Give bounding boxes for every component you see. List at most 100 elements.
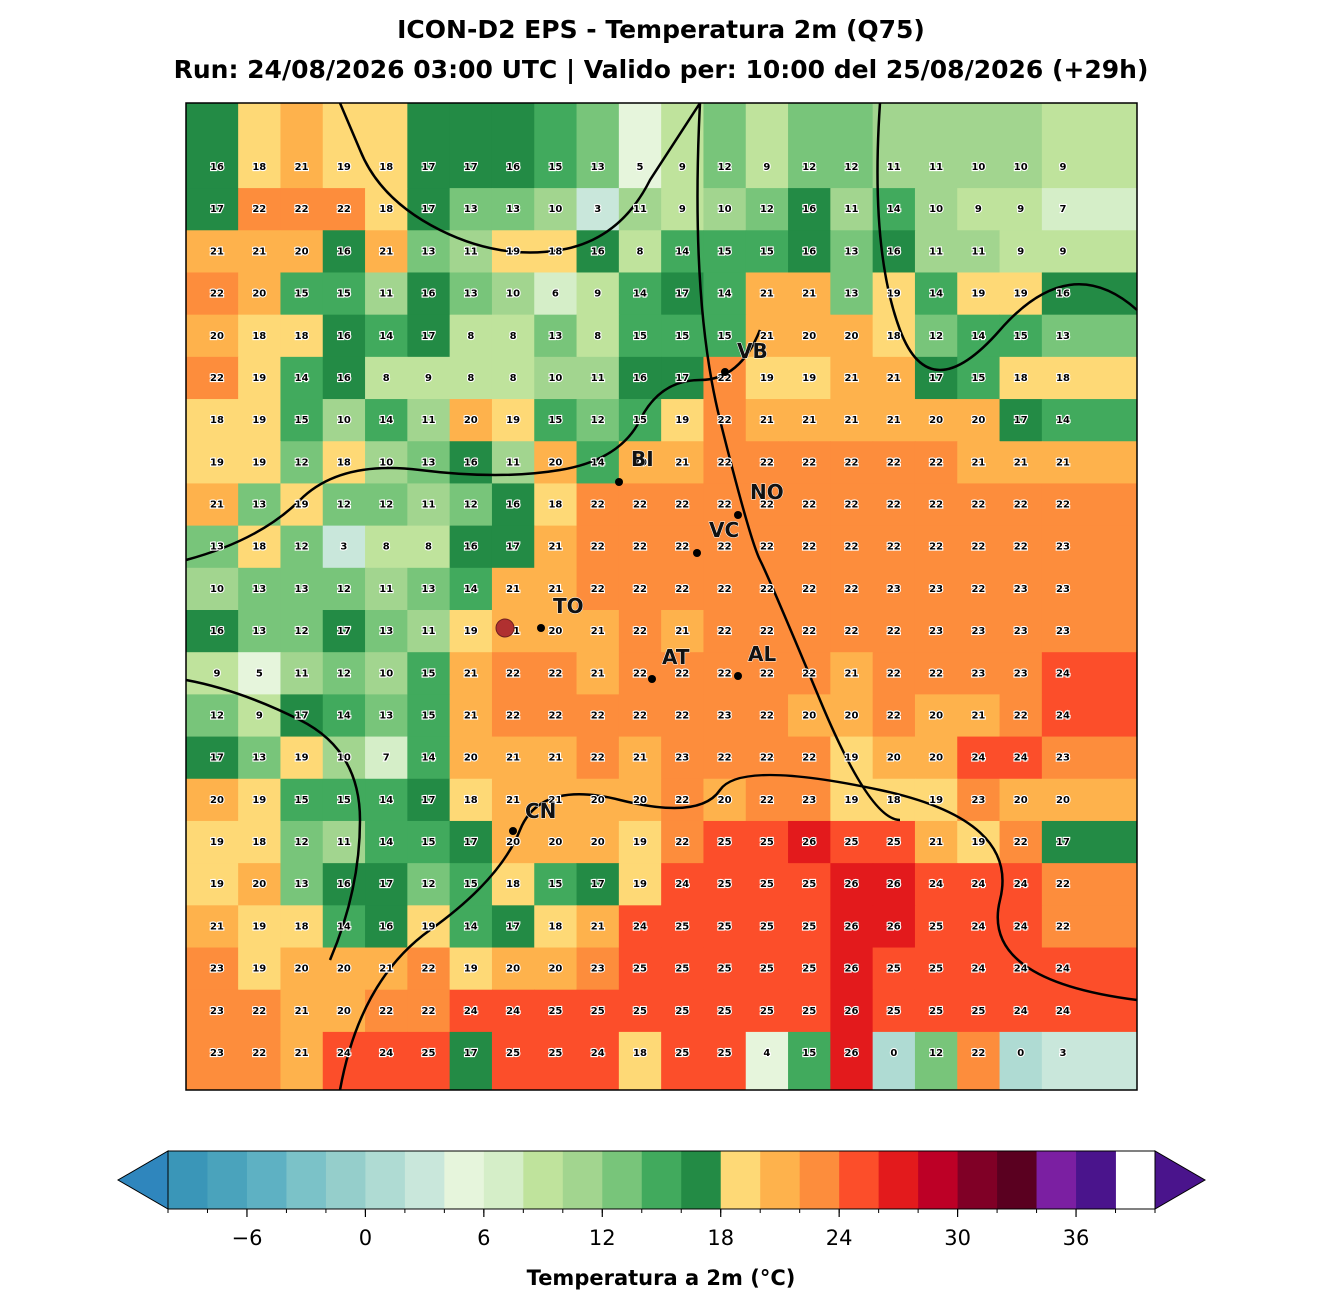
- colorbar-segment: [681, 1151, 722, 1209]
- temperature-cell: [365, 441, 408, 484]
- temperature-cell: [576, 399, 620, 442]
- temperature-cell: [999, 1031, 1043, 1091]
- temperature-cell: [703, 947, 747, 991]
- border-line: [696, 102, 901, 822]
- temperature-label: 12: [591, 415, 605, 426]
- temperature-label: 25: [548, 1006, 562, 1017]
- temperature-cell: [661, 567, 704, 611]
- temperature-cell: [745, 736, 789, 780]
- temperature-cell: [365, 525, 408, 569]
- temperature-label: 9: [214, 668, 221, 679]
- temperature-cell: [788, 778, 831, 822]
- temperature-cell: [872, 483, 916, 527]
- temperature-label: 19: [295, 753, 309, 764]
- temperature-label: 21: [379, 964, 393, 975]
- temperature-label: 17: [337, 626, 351, 637]
- temperature-label: 4: [763, 1048, 770, 1059]
- temperature-label: 18: [252, 837, 266, 848]
- temperature-cell: [788, 314, 831, 358]
- temperature-cell: [186, 230, 239, 273]
- temperature-label: 21: [591, 626, 605, 637]
- temperature-label: 15: [802, 1048, 816, 1059]
- temperature-label: 23: [1014, 668, 1028, 679]
- temperature-cell: [534, 272, 578, 316]
- temperature-label: 22: [591, 753, 605, 764]
- temperature-cell: [365, 820, 408, 864]
- temperature-label: 17: [379, 879, 393, 890]
- temperature-label: 22: [845, 457, 859, 468]
- temperature-cell: [322, 610, 366, 653]
- temperature-label: 15: [295, 415, 309, 426]
- temperature-label: 19: [675, 415, 689, 426]
- temperature-cell: [957, 820, 1001, 864]
- temperature-cell: [186, 441, 239, 484]
- temperature-label: 11: [379, 584, 393, 595]
- temperature-label: 22: [252, 1048, 266, 1059]
- temperature-cell: [661, 778, 704, 822]
- temperature-cell: [745, 989, 789, 1033]
- colorbar-under: [117, 1150, 169, 1210]
- temperature-cell: [576, 736, 620, 780]
- temperature-label: 17: [422, 162, 436, 173]
- temperature-label: 21: [548, 795, 562, 806]
- temperature-label: 3: [1060, 1048, 1067, 1059]
- temperature-label: 12: [379, 500, 393, 511]
- temperature-label: 7: [1060, 204, 1067, 215]
- temperature-label: 8: [383, 542, 390, 553]
- temperature-cell: [449, 272, 493, 316]
- temperature-cell: [661, 525, 704, 569]
- temperature-label: 18: [506, 879, 520, 890]
- temperature-cell: [1041, 356, 1138, 400]
- temperature-label: 15: [337, 795, 351, 806]
- temperature-cell: [491, 399, 535, 442]
- temperature-cell: [449, 188, 493, 231]
- temperature-label: 22: [548, 710, 562, 721]
- temperature-cell: [365, 736, 408, 780]
- temperature-cell: [999, 652, 1043, 695]
- temperature-label: 19: [422, 921, 436, 932]
- temperature-label: 20: [1056, 795, 1070, 806]
- temperature-cell: [449, 652, 493, 695]
- temperature-cell: [745, 652, 789, 695]
- temperature-label: 15: [422, 668, 436, 679]
- temperature-cell: [914, 905, 958, 949]
- temperature-label: 25: [929, 964, 943, 975]
- temperature-label: 21: [675, 626, 689, 637]
- temperature-label: 26: [845, 1006, 859, 1017]
- temperature-label: 22: [718, 584, 732, 595]
- temperature-label: 24: [971, 879, 985, 890]
- temperature-cell: [280, 483, 324, 527]
- temperature-cell: [576, 356, 620, 400]
- temperature-cell: [280, 188, 324, 231]
- temperature-cell: [534, 694, 578, 738]
- temperature-label: 21: [760, 415, 774, 426]
- temperature-label: 21: [845, 373, 859, 384]
- temperature-label: 11: [845, 204, 859, 215]
- temperature-label: 22: [887, 457, 901, 468]
- temperature-label: 21: [379, 246, 393, 257]
- temperature-label: 3: [594, 204, 601, 215]
- temperature-cell: [788, 736, 831, 780]
- temperature-cell: [830, 947, 874, 991]
- temperature-label: 22: [802, 668, 816, 679]
- temperature-cell: [365, 778, 408, 822]
- temperature-cell: [449, 525, 493, 569]
- temperature-label: 16: [464, 457, 478, 468]
- temperature-label: 25: [887, 1006, 901, 1017]
- temperature-label: 13: [422, 584, 436, 595]
- temperature-cell: [618, 610, 662, 653]
- temperature-label: 20: [337, 964, 351, 975]
- temperature-cell: [491, 272, 535, 316]
- temperature-label: 12: [210, 710, 224, 721]
- temperature-label: 17: [675, 289, 689, 300]
- temperature-cell: [186, 103, 239, 189]
- temperature-cell: [407, 652, 451, 695]
- temperature-cell: [534, 188, 578, 231]
- temperature-cell: [449, 778, 493, 822]
- temperature-label: 22: [675, 710, 689, 721]
- temperature-label: 10: [971, 162, 985, 173]
- temperature-cell: [491, 905, 535, 949]
- temperature-cell: [280, 989, 324, 1033]
- temperature-label: 16: [506, 162, 520, 173]
- temperature-label: 25: [718, 921, 732, 932]
